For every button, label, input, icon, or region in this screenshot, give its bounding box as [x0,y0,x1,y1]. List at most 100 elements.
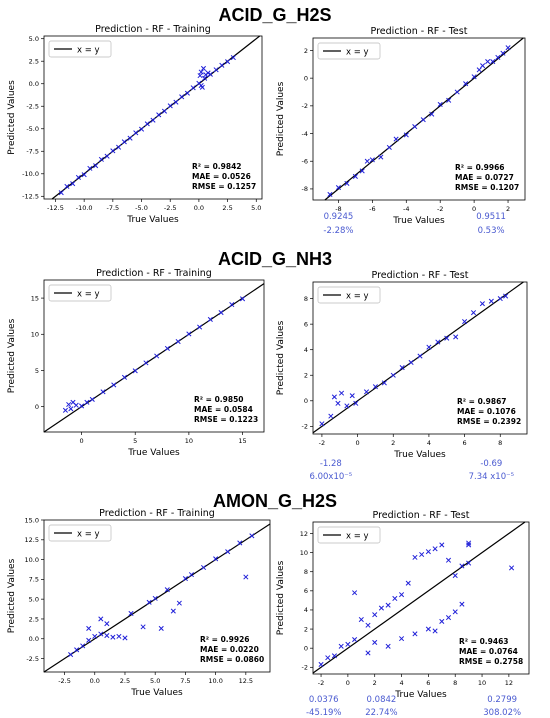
data-point [378,154,384,160]
data-point-stroke [417,353,423,359]
data-point [425,626,431,632]
annotation-value: -1.28 [320,459,342,469]
data-point [405,580,411,586]
stat-line: RMSE = 0.1207 [455,183,519,192]
data-point-stroke [385,602,391,608]
data-point [392,595,398,602]
x-tick-label: -2 [318,679,324,687]
chart-title: Prediction - RF - Test [373,510,470,521]
data-point-stroke [405,580,411,586]
data-point [110,148,116,154]
data-point-stroke [495,54,501,60]
data-point [73,402,79,408]
data-point-stroke [80,643,86,649]
data-point-stroke [476,67,482,73]
data-point-stroke [345,641,351,647]
y-tick-label: 15 [31,294,39,302]
data-point [352,637,358,643]
data-point-stroke [86,637,92,643]
data-point-stroke [156,112,162,118]
data-point-stroke [335,400,341,406]
identity-line [51,35,261,200]
data-point-stroke [100,389,106,395]
data-point [121,139,127,145]
data-point [133,130,139,136]
x-axis-label: True Values [392,216,445,226]
data-point-stroke [110,148,116,154]
annotation-value: 6.00x10⁻⁵ [309,472,352,482]
y-tick-label: 12 [300,530,308,538]
data-point-stroke [325,655,331,661]
data-point [393,136,399,142]
data-point [466,540,472,546]
data-point-stroke [110,634,116,640]
data-point-stroke [143,360,149,366]
data-point [488,298,494,304]
data-point-stroke [352,637,358,643]
data-point [462,319,468,325]
data-point-stroke [111,382,117,388]
data-point-stroke [328,413,334,419]
data-point [173,99,179,105]
data-point [86,625,92,632]
y-tick-label: 0.0 [29,635,39,643]
data-point [158,625,164,632]
data-point [150,117,156,123]
data-point [200,564,207,571]
x-tick-label: 0.0 [90,677,100,685]
data-point [386,144,392,150]
data-point-stroke [398,636,405,642]
data-point [470,310,477,316]
data-point-stroke [480,63,486,69]
data-point [335,184,341,191]
plot-frame [312,521,530,675]
data-point [425,549,431,555]
data-point [490,58,496,65]
data-point-stroke [188,572,194,578]
data-point-stroke [363,389,370,395]
data-point-stroke [419,551,425,558]
data-point-stroke [207,316,213,323]
data-point [452,609,458,615]
y-axis-label: Predicted Values [7,558,17,633]
legend: x = y [317,526,381,544]
x-tick-label: 6 [463,439,467,447]
data-point [505,45,511,51]
data-point-stroke [184,90,190,96]
y-tick-label: -2.5 [26,103,39,111]
data-point [365,650,371,656]
data-point [318,661,324,667]
data-point [143,360,149,366]
data-point [164,587,170,593]
legend: x = y [48,284,112,302]
data-point-stroke [359,168,365,174]
data-point [62,407,69,413]
legend: x = y [48,40,112,58]
x-tick-label: 2.5 [222,204,232,212]
data-point-stroke [446,97,452,103]
y-axis-label: Predicted Values [276,560,286,635]
data-point [104,633,110,639]
legend-box [317,526,381,544]
data-point [344,180,350,186]
data-point-stroke [331,653,338,659]
x-tick-label: 0 [346,679,350,687]
data-point [476,67,482,73]
legend: x = y [48,524,112,542]
y-tick-label: 2 [304,47,308,55]
x-tick-label: -12.5 [47,204,64,212]
annotation-value: 7.34 x10⁻⁵ [469,472,514,482]
data-point [419,551,425,558]
data-point [213,67,219,73]
data-point [485,58,491,65]
data-point [184,90,190,96]
data-point-stroke [161,108,168,114]
y-tick-label: 2.5 [29,615,39,623]
data-point [466,542,472,548]
stat-line: R² = 0.9966 [455,163,505,172]
data-point [444,335,450,341]
data-point [412,124,418,130]
data-point-stroke [176,600,182,606]
y-tick-label: 10 [31,331,39,339]
data-point [243,574,249,580]
